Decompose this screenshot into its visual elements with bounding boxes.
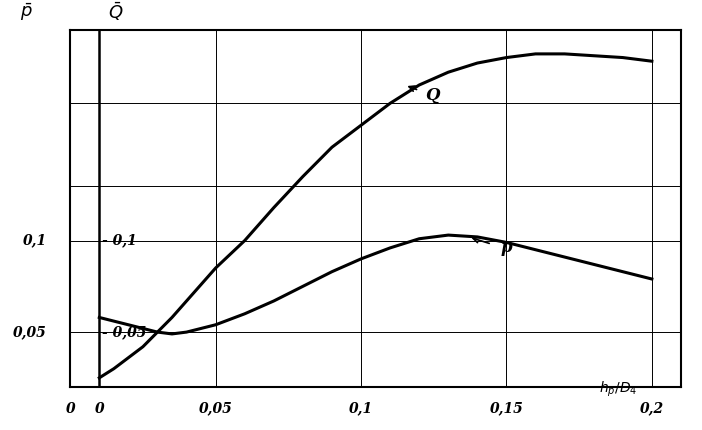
Text: 0,05: 0,05 xyxy=(199,402,232,416)
Text: $\bar{Q}$: $\bar{Q}$ xyxy=(108,0,124,23)
Text: 0,2: 0,2 xyxy=(640,402,664,416)
Text: 0,1: 0,1 xyxy=(22,233,47,248)
Text: 0: 0 xyxy=(65,402,75,416)
Text: $h_p/D_4$: $h_p/D_4$ xyxy=(599,380,637,399)
Text: Q: Q xyxy=(425,87,439,104)
Text: p: p xyxy=(501,239,512,255)
Text: 0,15: 0,15 xyxy=(489,402,523,416)
Text: 0,05: 0,05 xyxy=(13,325,47,339)
Text: - 0,1: - 0,1 xyxy=(102,233,137,248)
Text: 0,1: 0,1 xyxy=(349,402,373,416)
Text: $\bar{p}$: $\bar{p}$ xyxy=(20,1,33,23)
Text: - 0,05: - 0,05 xyxy=(102,325,147,339)
Text: 0: 0 xyxy=(95,402,104,416)
